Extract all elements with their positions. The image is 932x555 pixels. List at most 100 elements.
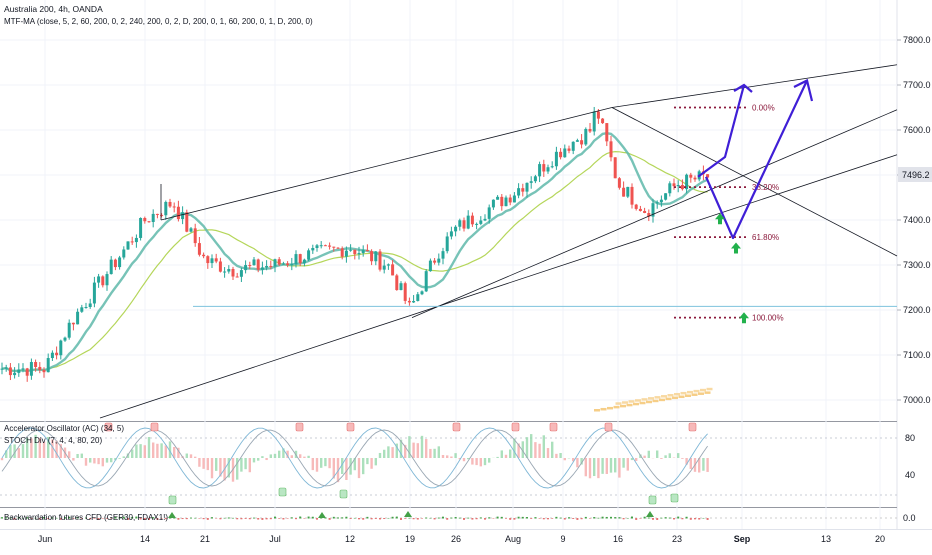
bw-bar: [429, 518, 431, 519]
candle-body: [248, 265, 251, 266]
bw-bar: [366, 517, 368, 519]
bw-bar: [635, 518, 637, 520]
bw-bar: [639, 518, 641, 519]
bw-bar: [354, 518, 356, 519]
candle: [379, 249, 382, 271]
candle: [232, 267, 235, 280]
bw-bar: [240, 518, 242, 519]
candle-body: [106, 274, 109, 285]
candle-body: [475, 224, 478, 225]
bw-bar: [257, 518, 259, 520]
ac-histogram-bar: [370, 458, 372, 469]
mtf-ma-legend[interactable]: MTF-MA (close, 5, 2, 60, 200, 0, 2, 240,…: [4, 17, 313, 26]
ac-histogram-bar: [383, 450, 385, 458]
bw-bar: [274, 517, 276, 519]
bw-bar: [404, 518, 406, 519]
candle-body: [412, 301, 415, 302]
forecast-bar: [668, 394, 674, 397]
bw-bar: [467, 518, 469, 519]
bw-bar: [581, 518, 583, 519]
candle-body: [47, 358, 50, 372]
price-tick-label: 7000.0: [903, 395, 931, 405]
candle-body: [76, 312, 79, 325]
bw-bar: [182, 518, 184, 519]
candle-body: [593, 112, 596, 132]
ac-histogram-bar: [429, 449, 431, 458]
ac-histogram-bar: [622, 458, 624, 468]
ac-histogram-bar: [76, 454, 78, 458]
ac-histogram-bar: [123, 456, 125, 458]
bw-bar: [505, 518, 507, 519]
candle: [164, 201, 167, 220]
bw-bar: [312, 517, 314, 519]
candle: [47, 353, 50, 372]
bw-bar: [610, 517, 612, 519]
ac-histogram-bar: [307, 456, 309, 458]
candle: [404, 282, 407, 304]
candle: [160, 213, 163, 217]
candle-body: [101, 276, 104, 285]
candle: [601, 118, 604, 124]
candle: [55, 346, 58, 359]
bw-bar: [539, 518, 541, 519]
ac-histogram-bar: [362, 458, 364, 474]
bw-bar: [497, 517, 499, 519]
candle-body: [59, 341, 62, 356]
stoch-legend[interactable]: STOCH Div (7, 4, 4, 80, 20): [4, 436, 102, 445]
bw-bar: [345, 517, 347, 519]
candle: [139, 217, 142, 240]
forecast-bar: [622, 401, 628, 404]
bw-bar: [270, 518, 272, 519]
candle-body: [269, 266, 272, 267]
candle-body: [169, 202, 172, 207]
ac-histogram-bar: [93, 458, 95, 463]
candle-body: [526, 183, 529, 192]
candle: [517, 183, 520, 198]
ac-histogram-bar: [559, 453, 561, 458]
bw-bar: [278, 518, 280, 519]
ac-histogram-bar: [446, 455, 448, 458]
candle-body: [299, 254, 302, 263]
divergence-marker: [605, 423, 612, 431]
candle-body: [206, 256, 209, 263]
bw-bar: [463, 518, 465, 520]
candle-body: [509, 198, 512, 203]
candle-body: [337, 248, 340, 249]
candle: [400, 281, 403, 290]
candle: [484, 214, 487, 221]
ac-histogram-bar: [274, 454, 276, 458]
candle-body: [274, 259, 277, 266]
candle: [387, 263, 390, 269]
ac-legend[interactable]: Accelerator Oscillator (AC) (34, 5): [4, 424, 124, 433]
backwardation-legend[interactable]: Backwardation futures CFD (GER30, FDAX1!…: [4, 513, 168, 522]
candle: [421, 290, 424, 295]
bw-bar: [614, 517, 616, 518]
candle: [568, 146, 571, 154]
bw-bar: [568, 517, 570, 518]
candle: [576, 139, 579, 142]
bw-bar: [564, 518, 566, 520]
bw-bar: [400, 518, 402, 520]
candle-body: [127, 241, 130, 249]
candle: [475, 222, 478, 229]
candle: [664, 193, 667, 200]
symbol-title[interactable]: Australia 200, 4h, OANDA: [4, 4, 103, 14]
bw-bar: [245, 518, 247, 519]
candle-body: [530, 181, 533, 183]
ac-histogram-bar: [475, 458, 477, 465]
candle-body: [605, 123, 608, 141]
forecast-bar: [629, 400, 635, 403]
time-tick-label: 9: [560, 534, 565, 544]
candle: [471, 213, 474, 227]
candle: [479, 216, 482, 225]
ac-histogram-bar: [148, 437, 150, 458]
candle-body: [290, 264, 293, 265]
candle-body: [614, 157, 617, 178]
price-tick-label: 7300.0: [903, 260, 931, 270]
bw-bar: [329, 518, 331, 520]
ac-histogram-bar: [706, 458, 708, 472]
candle: [530, 176, 533, 189]
ac-histogram-bar: [207, 458, 209, 470]
candle-body: [135, 238, 138, 242]
